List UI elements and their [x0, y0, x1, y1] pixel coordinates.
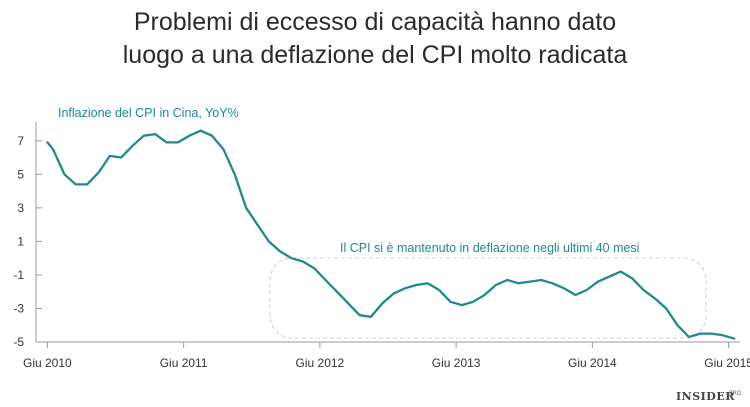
cpi-series-line	[46, 129, 736, 340]
y-tick-label: 1	[17, 234, 24, 248]
y-tick-label: -1	[13, 268, 24, 282]
brand-logo-sup: PRO	[729, 390, 742, 397]
y-tick-label: 5	[17, 167, 24, 181]
y-tick-label: -3	[13, 301, 24, 315]
x-tick-label: Giu 2014	[568, 356, 617, 370]
x-tick-label: Giu 2012	[296, 356, 345, 370]
deflation-highlight-box	[269, 257, 707, 339]
chart-title-line-1: Problemi di eccesso di capacità hanno da…	[133, 8, 617, 36]
x-tick-label: Giu 2010	[23, 356, 72, 370]
x-tick-label: Giu 2011	[160, 356, 208, 370]
x-tick-label: Giu 2013	[432, 356, 481, 370]
axes: 7 5 3 1 -1 -3 -5 Giu 2010 Giu 2011 Giu 2012 Giu 20…	[13, 122, 750, 370]
chart-title: Problemi di eccesso di capacità hanno da…	[0, 6, 750, 72]
y-tick-label: 3	[17, 201, 24, 215]
y-tick-label: -5	[13, 335, 24, 349]
brand-logo: INSIDER	[676, 390, 735, 403]
deflation-annotation: Il CPI si è mantenuto in deflazione negl…	[340, 241, 639, 255]
x-tick-label: Giu 2015	[704, 356, 750, 370]
chart-title-line-2: luogo a una deflazione del CPI molto rad…	[122, 41, 628, 69]
y-tick-label: 7	[17, 134, 24, 148]
series-label: Inflazione del CPI in Cina, YoY%	[58, 106, 239, 120]
